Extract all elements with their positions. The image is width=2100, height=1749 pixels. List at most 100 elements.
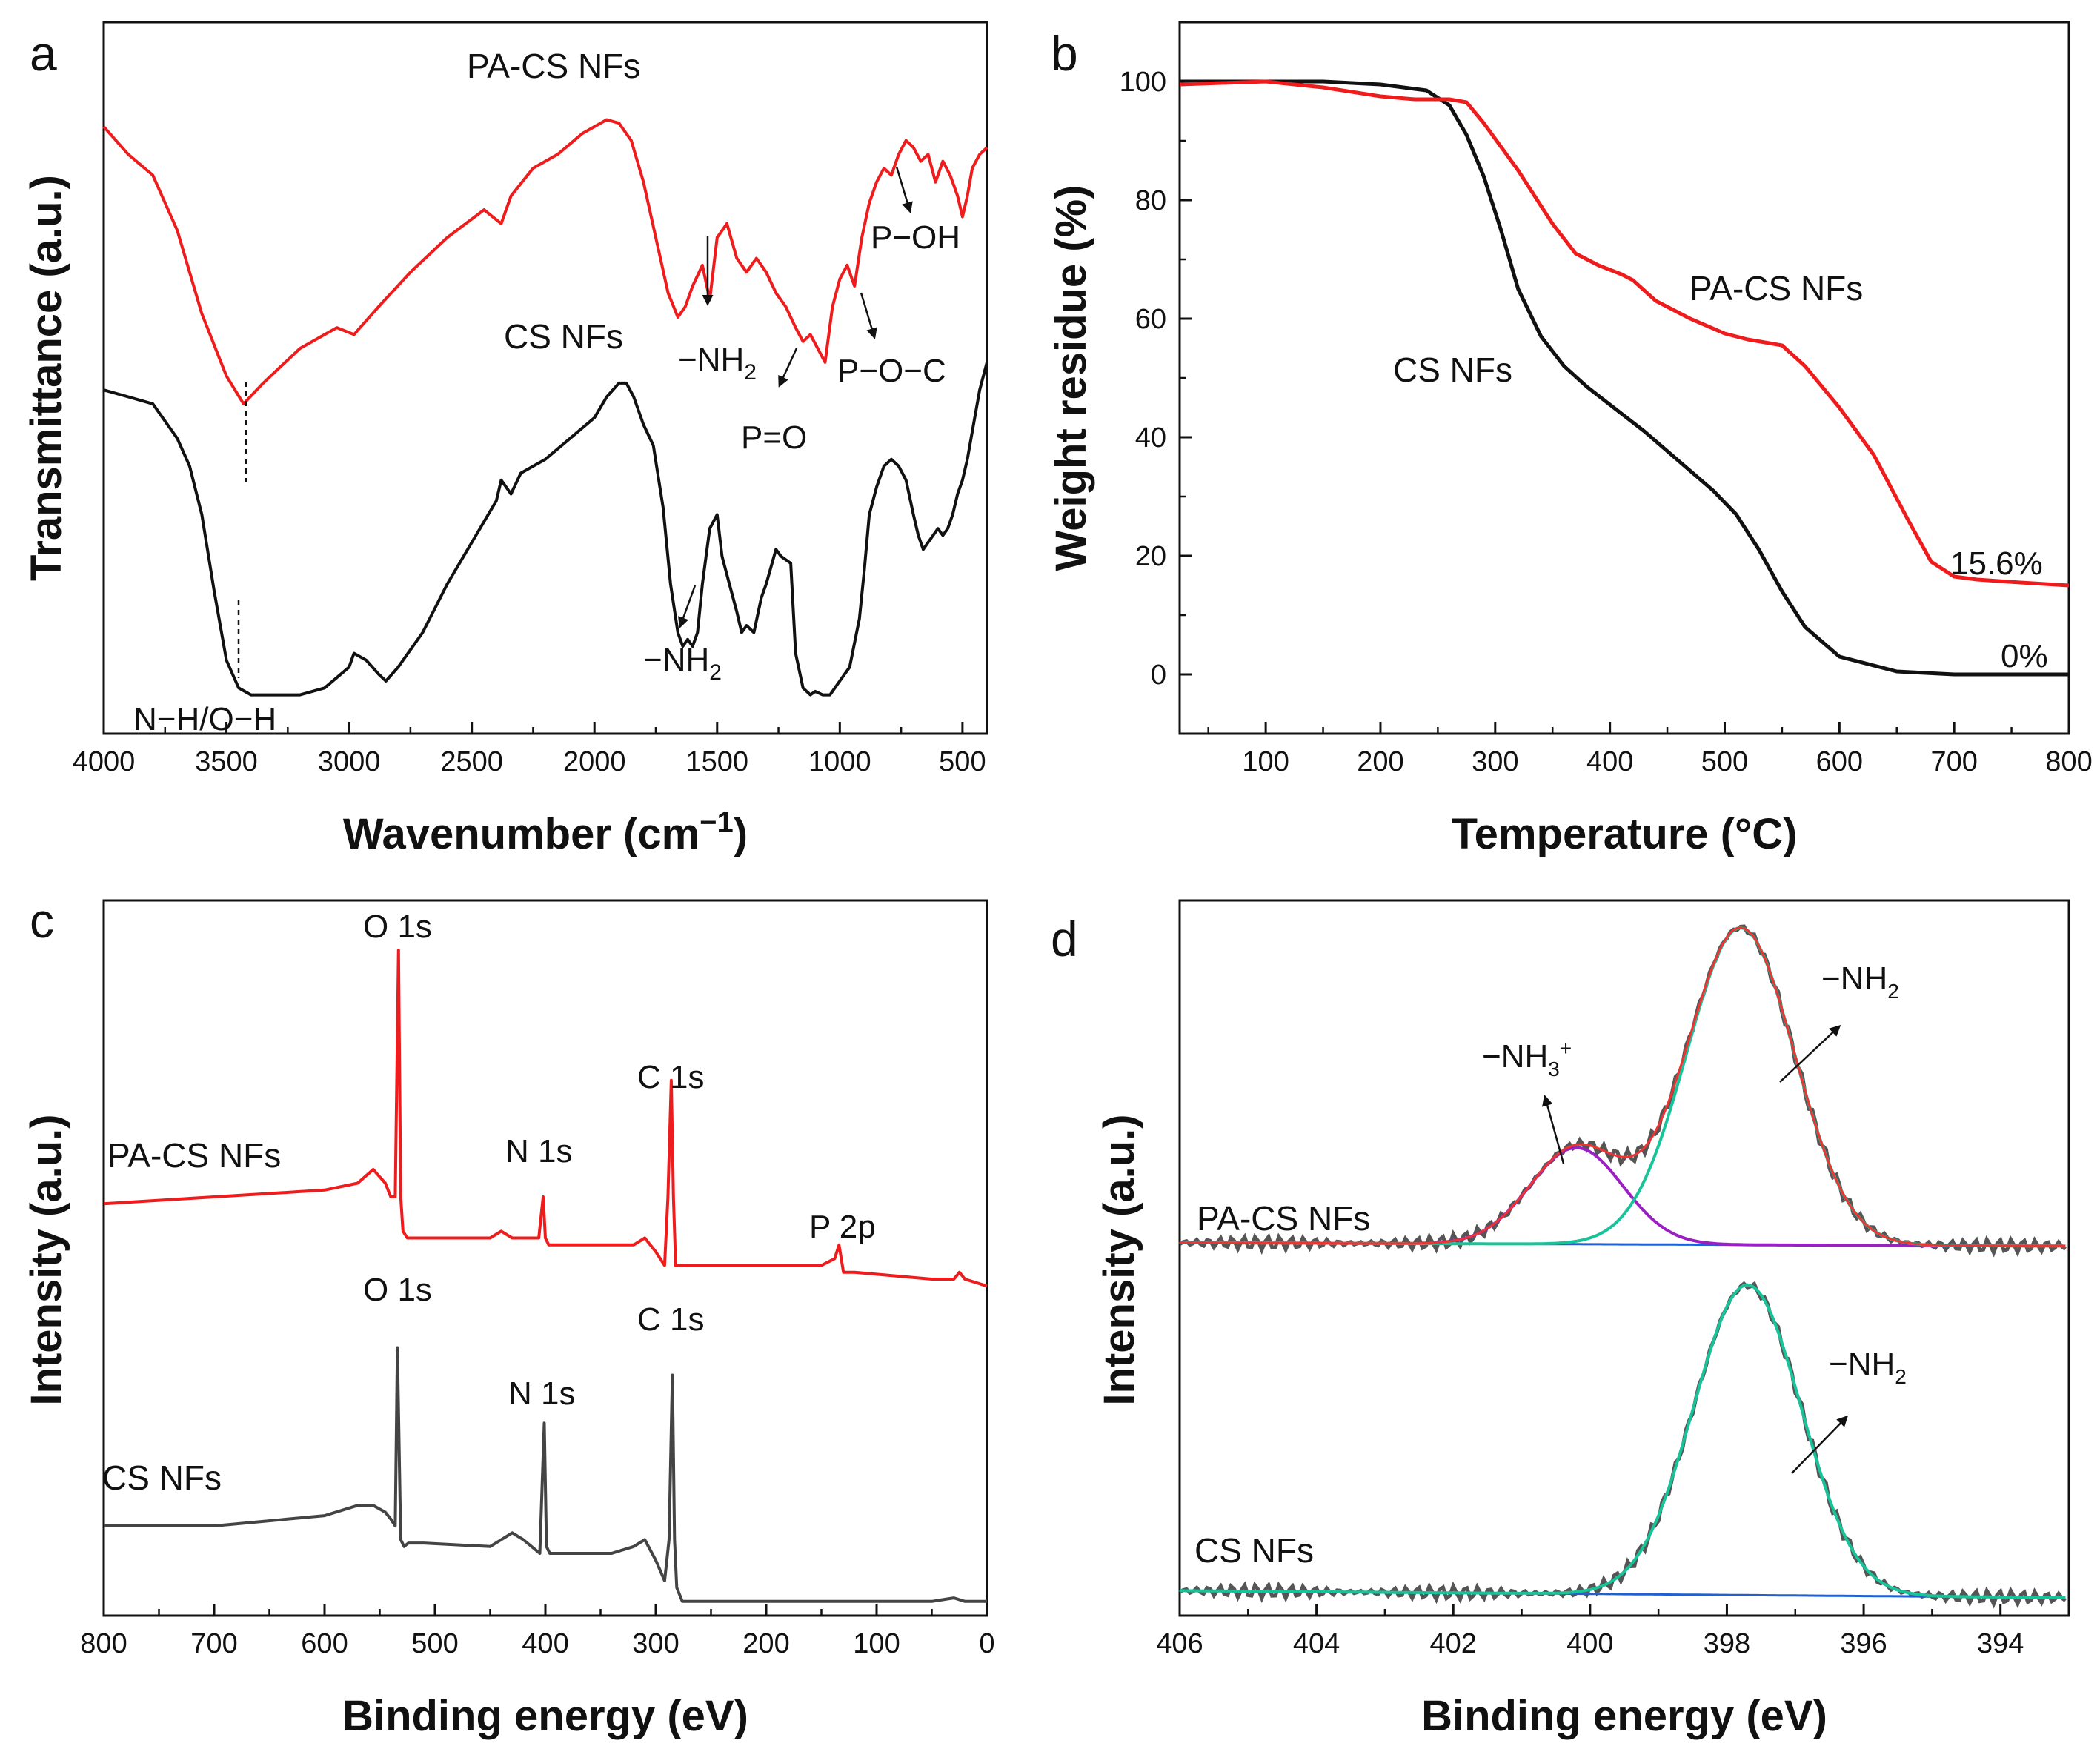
panel-c-x-ticks: 800 700 600 500 400 300 200 100 0 (80, 1604, 995, 1659)
panel-b-ytick-label: 20 (1135, 541, 1166, 572)
panel-c-xtick-label: 500 (411, 1628, 458, 1659)
panel-a-xtick-label: 1500 (686, 746, 749, 777)
panel-d-xtick-label: 406 (1156, 1628, 1203, 1659)
panel-c-xtick-label: 100 (853, 1628, 900, 1659)
panel-d-frame (1178, 899, 2070, 1617)
panel-c-annot-o1s-pa: O 1s (363, 909, 432, 945)
panel-c-annot-o1s-cs: O 1s (363, 1272, 432, 1308)
panel-c-xtick-label: 0 (979, 1628, 994, 1659)
panel-d-pa-cs-component-nh2 (1180, 926, 2066, 1248)
panel-a-annot-nh2-cs: −NH2 (643, 642, 722, 685)
panel-c-annot-c1s-cs: C 1s (637, 1301, 704, 1338)
panel-a-xtick-label: 4000 (73, 746, 136, 777)
panel-a-series (102, 118, 988, 697)
panel-a-annot-po: P=O (741, 419, 807, 456)
panel-b-xtick-label: 200 (1357, 746, 1403, 777)
panel-c-xtick-label: 600 (301, 1628, 348, 1659)
panel-a-y-title: Transmittance (a.u.) (22, 175, 70, 581)
panel-a-annot-poh: P−OH (871, 219, 960, 256)
panel-a-xtick-label: 1000 (808, 746, 871, 777)
panel-c-series (103, 949, 988, 1603)
panel-a-xtick-label: 2000 (563, 746, 626, 777)
panel-a-label-cs: CS NFs (504, 317, 623, 356)
panel-c-y-title: Intensity (a.u.) (22, 1114, 70, 1405)
panel-b-frame (1178, 21, 2070, 735)
panel-a-arrow-po (778, 348, 798, 388)
panel-a-series-pa-cs-line (102, 118, 988, 405)
panel-b-xtick-label: 600 (1816, 746, 1863, 777)
panel-d-arrow-nh2-cs (1791, 1415, 1849, 1474)
panel-a: a 4000 3500 3000 2500 2000 1500 1000 500 Wavenu… (22, 21, 988, 858)
panel-d-xtick-label: 398 (1704, 1628, 1750, 1659)
panel-b-xtick-label: 300 (1472, 746, 1518, 777)
panel-c-label-pa: PA-CS NFs (107, 1136, 281, 1175)
panel-a-xtick-label: 500 (939, 746, 986, 777)
panel-d-annot-nh3: −NH3+ (1482, 1037, 1572, 1081)
panel-c-annot-n1s-cs: N 1s (508, 1375, 575, 1412)
panel-d-annot-nh2-cs: −NH2 (1829, 1346, 1907, 1388)
panel-d-annot-nh2-pa: −NH2 (1821, 960, 1899, 1003)
panel-d-pa-cs-envelope (1180, 926, 2066, 1247)
panel-a-frame (102, 21, 988, 735)
panel-a-xtick-label: 3000 (318, 746, 381, 777)
panel-a-series-cs-line (103, 362, 988, 697)
panel-b-label-cs: CS NFs (1393, 351, 1512, 389)
panel-d-y-title: Intensity (a.u.) (1095, 1114, 1143, 1405)
panel-a-annot-poc: P−O−C (837, 353, 946, 389)
panel-b-xtick-label: 400 (1586, 746, 1633, 777)
panel-c: c 800 700 600 500 400 300 200 100 0 Binding ener… (22, 893, 995, 1740)
panel-d-xtick-label: 402 (1430, 1628, 1477, 1659)
panel-a-arrow-poc (860, 292, 877, 339)
panel-b-ytick-label: 100 (1120, 67, 1166, 98)
panel-d-xtick-label: 394 (1977, 1628, 2024, 1659)
panel-b-series-cs-line (1180, 79, 2069, 677)
panel-b-ytick-label: 0 (1151, 660, 1166, 691)
panel-d: d 406 404 402 400 398 396 394 Binding energy (… (1051, 899, 2070, 1740)
panel-d-label-cs: CS NFs (1194, 1531, 1314, 1570)
panel-c-xtick-label: 800 (80, 1628, 127, 1659)
panel-c-series-cs-line (104, 1346, 987, 1603)
panel-d-cs-component-nh2 (1180, 1283, 2066, 1599)
panel-a-x-ticks: 4000 3500 3000 2500 2000 1500 1000 500 (73, 722, 986, 777)
panel-a-annot-nh2-pa: −NH2 (678, 342, 757, 385)
panel-c-annot-p2p: P 2p (809, 1209, 876, 1245)
panel-c-x-title: Binding energy (eV) (342, 1692, 748, 1740)
panel-a-annot-nh-oh: N−H/O−H (133, 701, 276, 737)
panel-d-series (1178, 924, 2067, 1609)
panel-d-xtick-label: 404 (1293, 1628, 1340, 1659)
panel-b-ytick-label: 80 (1135, 185, 1166, 216)
panel-d-letter: d (1051, 912, 1078, 966)
panel-b-xtick-label: 500 (1701, 746, 1748, 777)
panel-b-annot-pa-residue: 15.6% (1950, 545, 2043, 582)
panel-d-xtick-label: 400 (1566, 1628, 1613, 1659)
panel-c-annot-n1s-pa: N 1s (505, 1133, 572, 1169)
panel-c-series-pa-cs-line (103, 949, 988, 1288)
panel-b-y-title: Weight residue (%) (1047, 185, 1095, 571)
panel-b-annot-cs-residue: 0% (2001, 638, 2048, 674)
panel-c-letter: c (30, 893, 54, 948)
panel-d-xtick-label: 396 (1840, 1628, 1887, 1659)
panel-a-arrow-poh (895, 166, 913, 213)
panel-b-ytick-label: 60 (1135, 304, 1166, 335)
panel-c-xtick-label: 700 (190, 1628, 237, 1659)
panel-a-xtick-label: 3500 (195, 746, 258, 777)
panel-b-x-title: Temperature (°C) (1452, 810, 1798, 858)
panel-c-xtick-label: 300 (632, 1628, 679, 1659)
panel-a-label-pa: PA-CS NFs (467, 47, 640, 85)
panel-d-label-pa: PA-CS NFs (1197, 1199, 1370, 1238)
panel-b-ticks: 100 200 300 400 500 600 700 800 0 20 40 60 80 100 (1120, 67, 2093, 777)
panel-b-series (1179, 79, 2070, 677)
panel-b-series-pa-cs-line (1179, 79, 2070, 588)
panel-c-label-cs: CS NFs (102, 1458, 222, 1497)
panel-b-xtick-label: 800 (2045, 746, 2092, 777)
panel-a-x-title: Wavenumber (cm−1) (343, 806, 748, 858)
panel-c-xtick-label: 200 (742, 1628, 789, 1659)
panel-a-letter: a (30, 26, 57, 81)
panel-b: b 100 200 300 400 500 600 700 800 0 20 40 60 80 100 T… (1047, 21, 2093, 858)
panel-b-label-pa: PA-CS NFs (1689, 269, 1863, 308)
panel-c-xtick-label: 400 (522, 1628, 568, 1659)
panel-b-xtick-label: 100 (1242, 746, 1289, 777)
panel-b-letter: b (1051, 26, 1078, 81)
panel-b-xtick-label: 700 (1930, 746, 1977, 777)
